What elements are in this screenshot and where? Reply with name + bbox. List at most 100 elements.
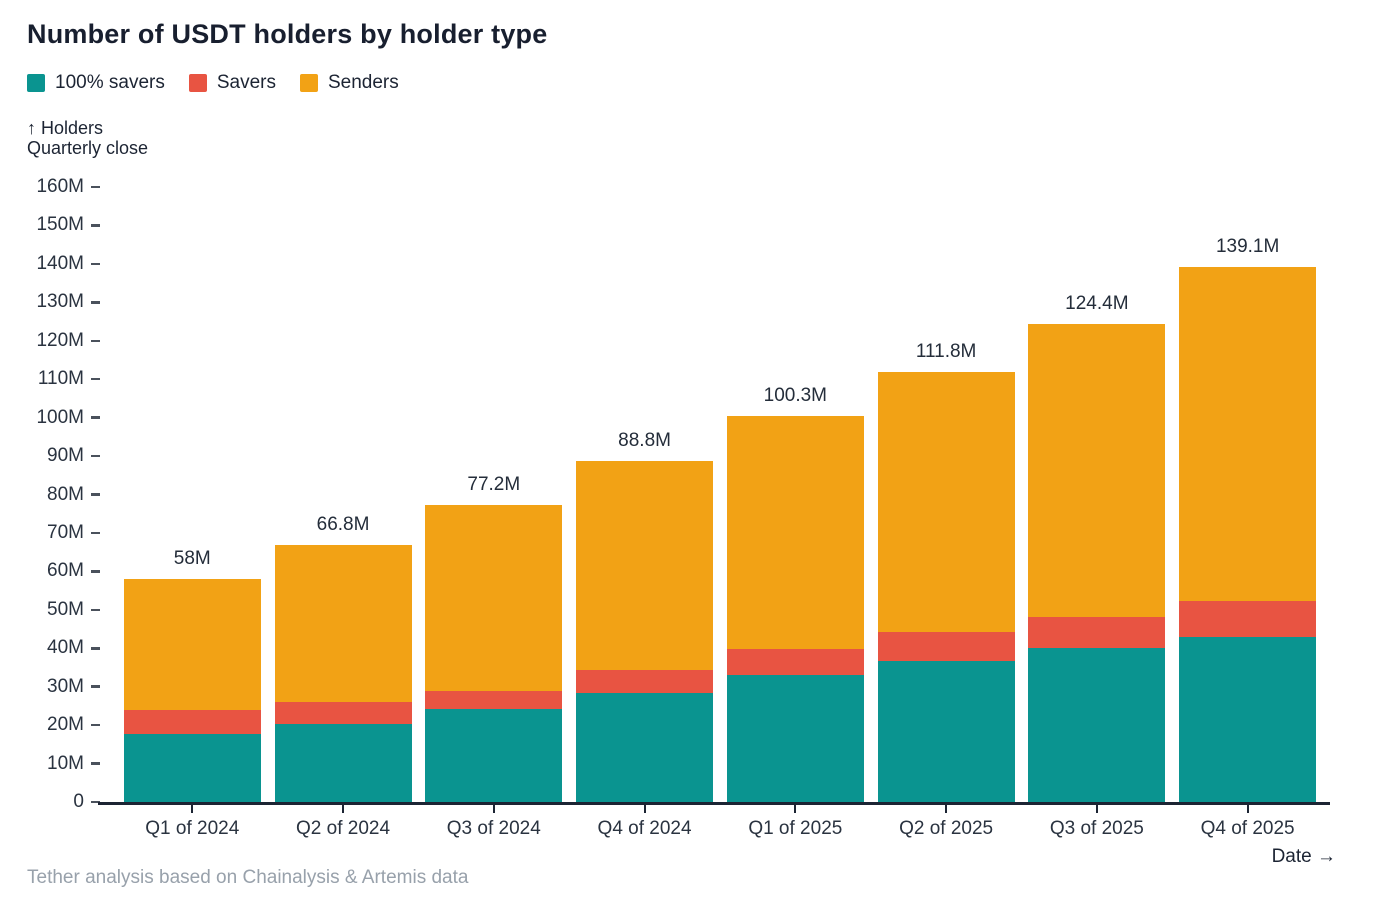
y-tick-mark — [91, 493, 100, 496]
y-tick-10m: 10M — [0, 753, 100, 775]
legend-label: 100% savers — [55, 72, 165, 93]
bar-q3-of-2024: 77.2M Q3 of 2024 — [425, 474, 563, 839]
bars-container: 58M Q1 of 2024 66.8M Q2 of 2024 77.2M Q3 of 2… — [110, 187, 1330, 839]
y-tick-label: 150M — [36, 214, 84, 236]
x-tick-label: Q2 of 2024 — [296, 818, 391, 839]
y-tick-label: 100M — [36, 406, 84, 428]
y-tick-label: 40M — [47, 637, 84, 659]
y-tick-100m: 100M — [0, 407, 100, 429]
y-tick-label: 0 — [73, 791, 84, 812]
segment-savers — [1028, 617, 1166, 649]
y-tick-label: 90M — [47, 445, 84, 467]
segment-100-savers — [576, 692, 714, 802]
y-tick-mark — [91, 454, 100, 458]
bar-q1-of-2025: 100.3M Q1 of 2025 — [726, 385, 864, 839]
y-axis-note-line1: ↑ Holders — [27, 118, 104, 138]
bar-total-label: 77.2M — [467, 474, 521, 496]
y-tick-120m: 120M — [0, 330, 100, 352]
segment-senders — [425, 505, 563, 691]
legend-item-senders: Senders — [299, 72, 399, 94]
y-tick-30m: 30M — [0, 676, 100, 698]
segment-savers — [425, 690, 563, 710]
segment-senders — [877, 372, 1015, 633]
bar-q4-of-2024: 88.8M Q4 of 2024 — [576, 430, 714, 839]
y-tick-mark — [91, 762, 100, 765]
segment-senders — [1179, 267, 1317, 601]
x-tick-label: Q1 of 2025 — [748, 818, 843, 839]
segment-senders — [274, 545, 412, 703]
y-axis-note: ↑ Holders Quarterly close — [27, 118, 148, 158]
x-tick-mark — [191, 804, 194, 813]
bar-total-label: 58M — [173, 548, 211, 570]
x-tick-mark — [1095, 804, 1098, 813]
y-tick-160m: 160M — [0, 176, 100, 198]
bar-total-label: 88.8M — [618, 429, 671, 451]
segment-savers — [274, 702, 412, 724]
y-tick-label: 60M — [47, 560, 84, 582]
x-axis-line — [98, 802, 1330, 805]
y-tick-110m: 110M — [0, 368, 100, 390]
y-tick-label: 130M — [36, 291, 84, 313]
page-title: Number of USDT holders by holder type — [27, 19, 548, 49]
x-tick-mark — [1246, 804, 1249, 813]
y-tick-60m: 60M — [0, 560, 100, 582]
y-tick-mark — [91, 723, 100, 727]
bar-q2-of-2025: 111.8M Q2 of 2025 — [877, 341, 1015, 839]
y-axis-note-line2: Quarterly close — [27, 138, 149, 158]
legend-item-savers: Savers — [188, 72, 276, 94]
y-tick-label: 140M — [36, 252, 84, 274]
y-tick-mark — [91, 262, 100, 266]
y-tick-label: 110M — [37, 368, 84, 390]
legend: 100% savers Savers Senders — [27, 72, 399, 94]
x-tick-mark — [342, 804, 345, 813]
bar-total-label: 111.8M — [915, 341, 977, 363]
segment-100-savers — [123, 733, 261, 802]
bar-q2-of-2024: 66.8M Q2 of 2024 — [274, 514, 412, 839]
segment-100-savers — [274, 723, 412, 802]
y-tick-140m: 140M — [0, 253, 100, 275]
segment-100-savers — [1028, 648, 1166, 802]
segment-savers — [123, 709, 261, 734]
segment-savers — [576, 669, 714, 693]
y-tick-70m: 70M — [0, 522, 100, 544]
x-tick-mark — [794, 804, 797, 813]
y-tick-mark — [91, 800, 100, 804]
segment-senders — [726, 416, 864, 650]
segment-savers — [726, 649, 864, 676]
y-tick-label: 30M — [47, 675, 84, 697]
y-tick-80m: 80M — [0, 484, 100, 506]
segment-senders — [1028, 323, 1166, 618]
x-tick-mark — [945, 804, 948, 813]
legend-swatch-100-savers — [27, 74, 45, 92]
y-tick-130m: 130M — [0, 291, 100, 313]
y-tick-label: 120M — [36, 329, 84, 351]
y-tick-40m: 40M — [0, 637, 100, 659]
x-tick-label: Q4 of 2024 — [597, 818, 692, 839]
x-tick-label: Q4 of 2025 — [1200, 818, 1295, 839]
x-axis-label: Date → — [1271, 846, 1336, 867]
y-tick-label: 70M — [47, 521, 84, 543]
bar-q3-of-2025: 124.4M Q3 of 2025 — [1028, 293, 1166, 839]
segment-senders — [123, 579, 261, 710]
bar-total-label: 124.4M — [1065, 292, 1129, 314]
y-tick-0: 0 — [0, 791, 100, 813]
legend-swatch-senders — [299, 74, 318, 92]
x-tick-label: Q3 of 2025 — [1049, 818, 1144, 839]
y-tick-mark — [91, 301, 100, 304]
y-tick-mark — [91, 531, 100, 535]
segment-senders — [576, 460, 714, 670]
y-tick-label: 10M — [47, 752, 84, 774]
segment-savers — [1179, 600, 1317, 637]
segment-savers — [877, 632, 1015, 662]
y-tick-mark — [91, 570, 100, 573]
source-note: Tether analysis based on Chainalysis & A… — [27, 867, 469, 888]
y-tick-mark — [91, 377, 100, 381]
y-tick-mark — [91, 416, 100, 419]
y-tick-150m: 150M — [0, 214, 100, 236]
segment-100-savers — [425, 709, 563, 802]
y-tick-label: 80M — [47, 483, 84, 505]
legend-label: Savers — [216, 72, 276, 93]
legend-item-100-savers: 100% savers — [27, 72, 165, 94]
y-tick-label: 50M — [47, 598, 84, 620]
y-tick-mark — [91, 185, 100, 189]
